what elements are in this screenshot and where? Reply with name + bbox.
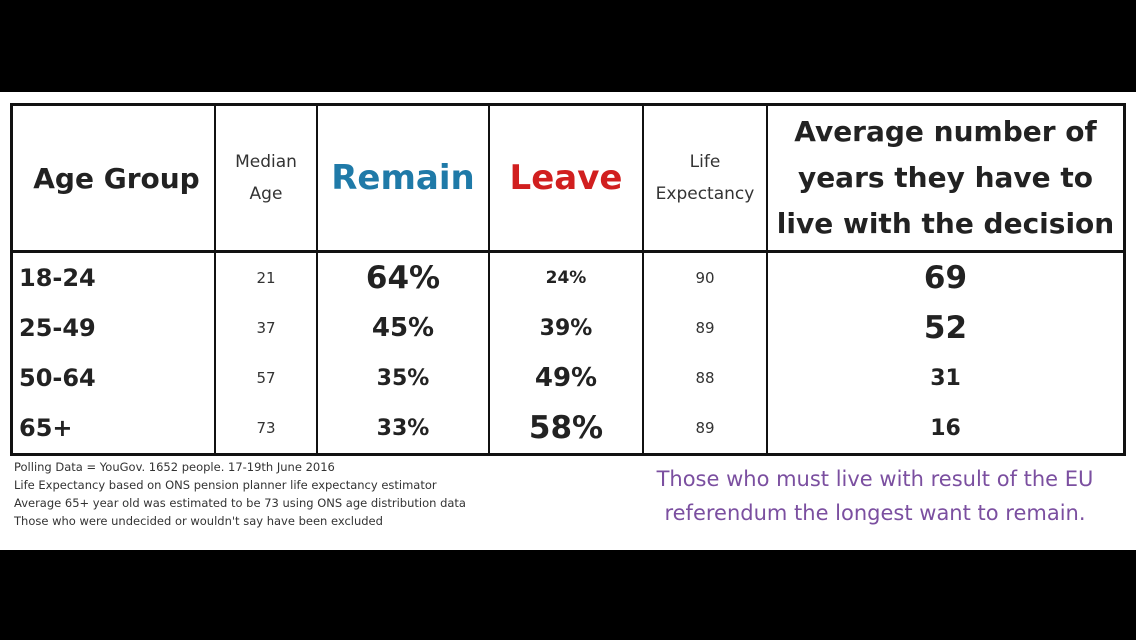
years-cell: 52 [766,303,1126,353]
years-cell: 69 [766,251,1126,303]
footnotes: Polling Data = YouGov. 1652 people. 17-1… [14,458,466,530]
footnote: Polling Data = YouGov. 1652 people. 17-1… [14,460,335,474]
infographic-panel: Age Group Median Age Remain Leave Life E… [0,92,1136,550]
table-row: 65+ 73 33% 58% 89 16 [10,403,1126,455]
table-row: 50-64 57 35% 49% 88 31 [10,353,1126,403]
remain-cell: 33% [316,403,490,455]
age-group-cell: 65+ [10,403,216,455]
header-age-group: Age Group [10,104,216,253]
referendum-age-table: Age Group Median Age Remain Leave Life E… [10,103,1126,456]
leave-cell: 24% [488,251,644,303]
years-cell: 31 [766,353,1126,403]
median-age-cell: 73 [214,403,318,455]
remain-cell: 64% [316,251,490,303]
table-row: 18-24 21 64% 24% 90 69 [10,251,1126,303]
footnote: Those who were undecided or wouldn't say… [14,514,383,528]
remain-cell: 35% [316,353,490,403]
life-expectancy-cell: 89 [642,303,768,353]
age-group-cell: 50-64 [10,353,216,403]
leave-cell: 49% [488,353,644,403]
median-age-cell: 37 [214,303,318,353]
header-life-expectancy: Life Expectancy [642,104,768,253]
footnote: Life Expectancy based on ONS pension pla… [14,478,437,492]
header-leave: Leave [488,104,644,253]
age-group-cell: 18-24 [10,251,216,303]
median-age-cell: 57 [214,353,318,403]
header-row: Age Group Median Age Remain Leave Life E… [10,104,1126,253]
life-expectancy-cell: 88 [642,353,768,403]
life-expectancy-cell: 89 [642,403,768,455]
summary-message: Those who must live with result of the E… [656,467,1094,525]
leave-cell: 58% [488,403,644,455]
table-row: 25-49 37 45% 39% 89 52 [10,303,1126,353]
header-median-age: Median Age [214,104,318,253]
years-cell: 16 [766,403,1126,455]
median-age-cell: 21 [214,251,318,303]
header-average-years: Average number of years they have to liv… [766,104,1126,253]
remain-cell: 45% [316,303,490,353]
footnote: Average 65+ year old was estimated to be… [14,496,466,510]
header-remain: Remain [316,104,490,253]
leave-cell: 39% [488,303,644,353]
age-group-cell: 25-49 [10,303,216,353]
life-expectancy-cell: 90 [642,251,768,303]
